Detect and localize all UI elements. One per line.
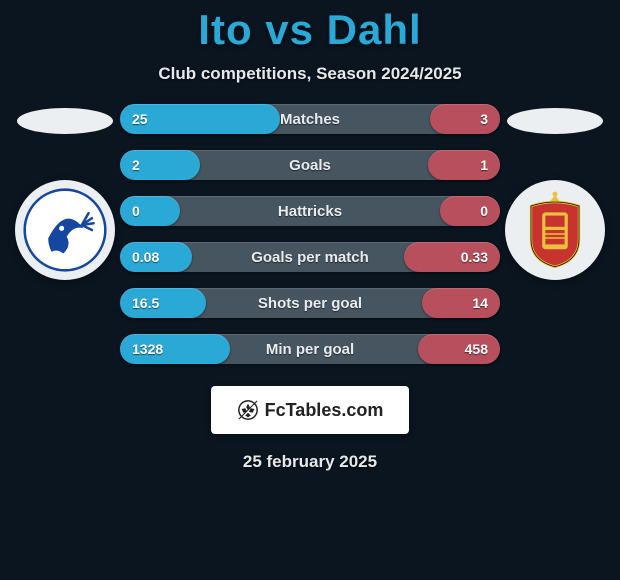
stat-right-value: 0 bbox=[440, 196, 500, 226]
main-comparison: 25 3 Matches 2 1 Goals 0 0 Hattricks 0.08 0.33 Goal… bbox=[0, 104, 620, 364]
stat-left-value: 16.5 bbox=[120, 288, 206, 318]
left-side bbox=[10, 104, 120, 280]
stat-left-value: 0.08 bbox=[120, 242, 192, 272]
fctables-label: FcTables.com bbox=[265, 400, 384, 421]
left-player-placeholder bbox=[17, 108, 113, 134]
stat-right-value: 0.33 bbox=[404, 242, 500, 272]
stat-label: Goals per match bbox=[251, 249, 369, 266]
subtitle: Club competitions, Season 2024/2025 bbox=[158, 64, 461, 84]
stat-label: Matches bbox=[280, 111, 340, 128]
stat-left-value: 2 bbox=[120, 150, 200, 180]
stat-rows: 25 3 Matches 2 1 Goals 0 0 Hattricks 0.08 0.33 Goal… bbox=[120, 104, 500, 364]
stat-row: 2 1 Goals bbox=[120, 150, 500, 180]
stat-right-value: 14 bbox=[422, 288, 500, 318]
stat-row: 0.08 0.33 Goals per match bbox=[120, 242, 500, 272]
stat-row: 16.5 14 Shots per goal bbox=[120, 288, 500, 318]
stat-left-value: 1328 bbox=[120, 334, 230, 364]
stat-row: 1328 458 Min per goal bbox=[120, 334, 500, 364]
fctables-badge[interactable]: FcTables.com bbox=[211, 386, 409, 434]
stat-row: 25 3 Matches bbox=[120, 104, 500, 134]
left-crest-icon bbox=[23, 188, 107, 272]
stat-right-value: 3 bbox=[430, 104, 500, 134]
stat-label: Min per goal bbox=[266, 341, 354, 358]
left-crest bbox=[15, 180, 115, 280]
right-crest bbox=[505, 180, 605, 280]
stat-right-value: 1 bbox=[428, 150, 500, 180]
right-side bbox=[500, 104, 610, 280]
stat-left-value: 0 bbox=[120, 196, 180, 226]
fctables-icon bbox=[237, 399, 259, 421]
comparison-title: Ito vs Dahl bbox=[198, 6, 421, 54]
stat-label: Goals bbox=[289, 157, 331, 174]
stat-left-value: 25 bbox=[120, 104, 280, 134]
right-crest-icon bbox=[515, 190, 595, 270]
comparison-date: 25 february 2025 bbox=[243, 452, 377, 472]
stat-right-value: 458 bbox=[418, 334, 500, 364]
stat-label: Shots per goal bbox=[258, 295, 362, 312]
stat-row: 0 0 Hattricks bbox=[120, 196, 500, 226]
stat-label: Hattricks bbox=[278, 203, 342, 220]
right-player-placeholder bbox=[507, 108, 603, 134]
